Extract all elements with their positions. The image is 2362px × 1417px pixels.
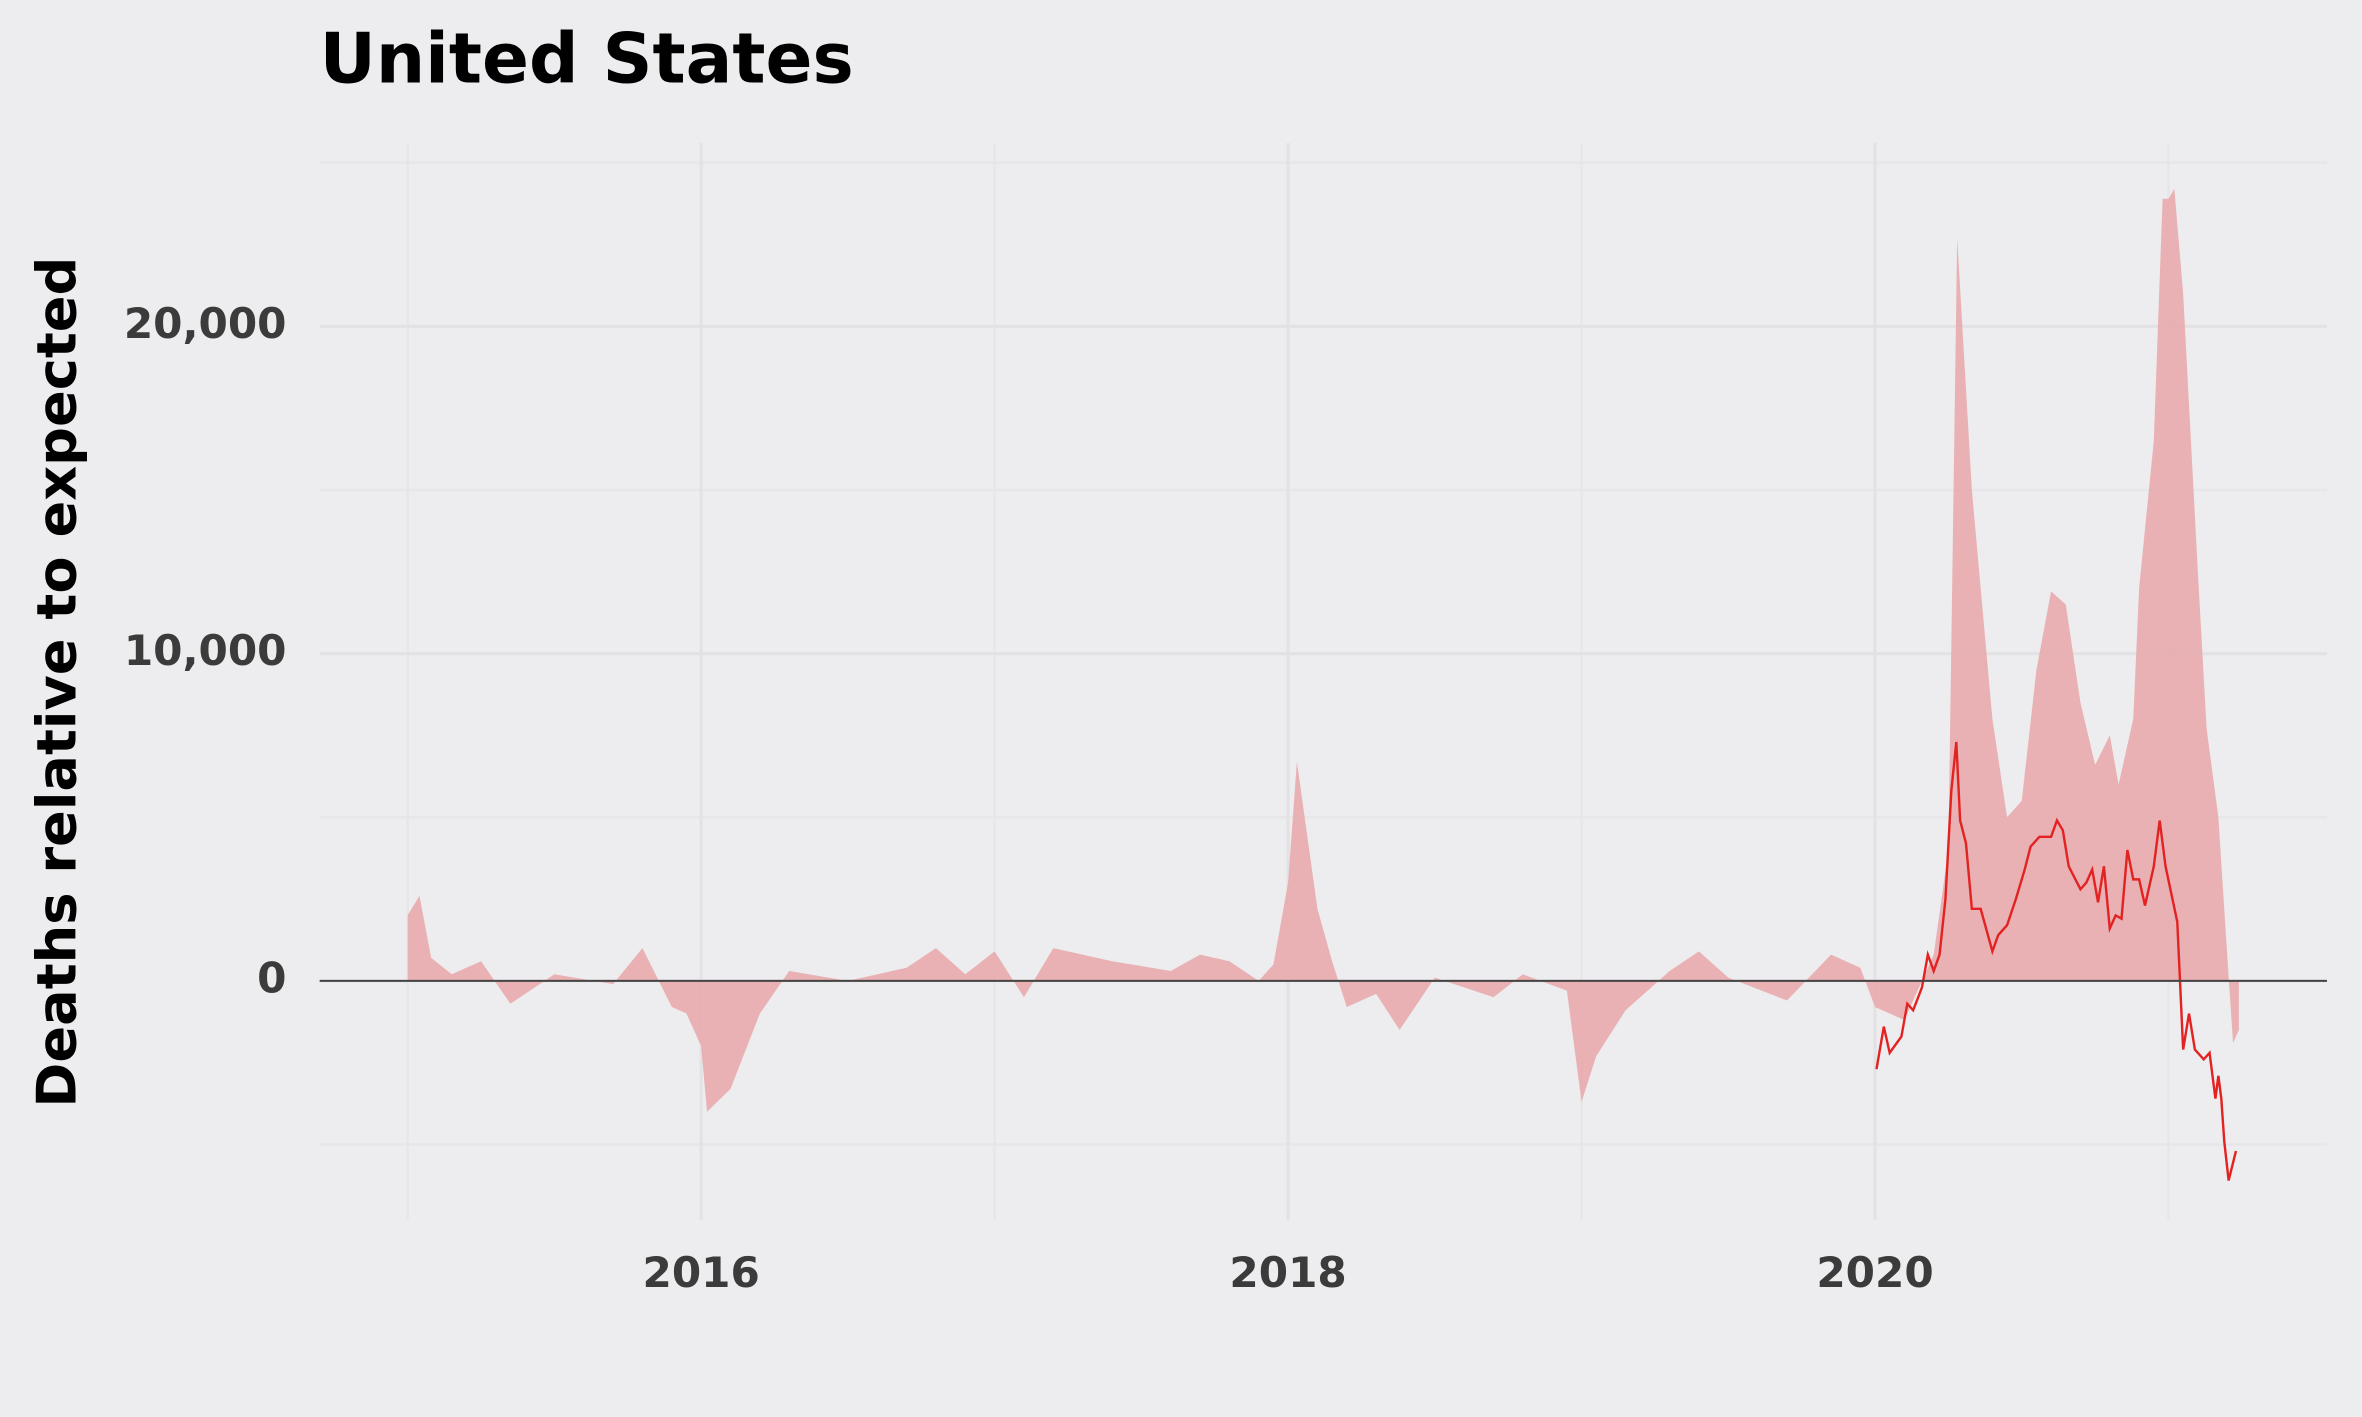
line [1875,741,2238,1181]
y-tick-label: 0 [257,953,286,1002]
y-tick-label: 20,000 [124,299,287,348]
y-tick-label: 10,000 [124,626,287,675]
y-axis-label: Deaths relative to expected [25,257,88,1108]
x-tick-label: 2020 [1816,1248,1933,1297]
x-tick-label: 2016 [642,1248,759,1297]
x-tick-label: 2018 [1229,1248,1346,1297]
chart-title: United States [320,19,854,99]
